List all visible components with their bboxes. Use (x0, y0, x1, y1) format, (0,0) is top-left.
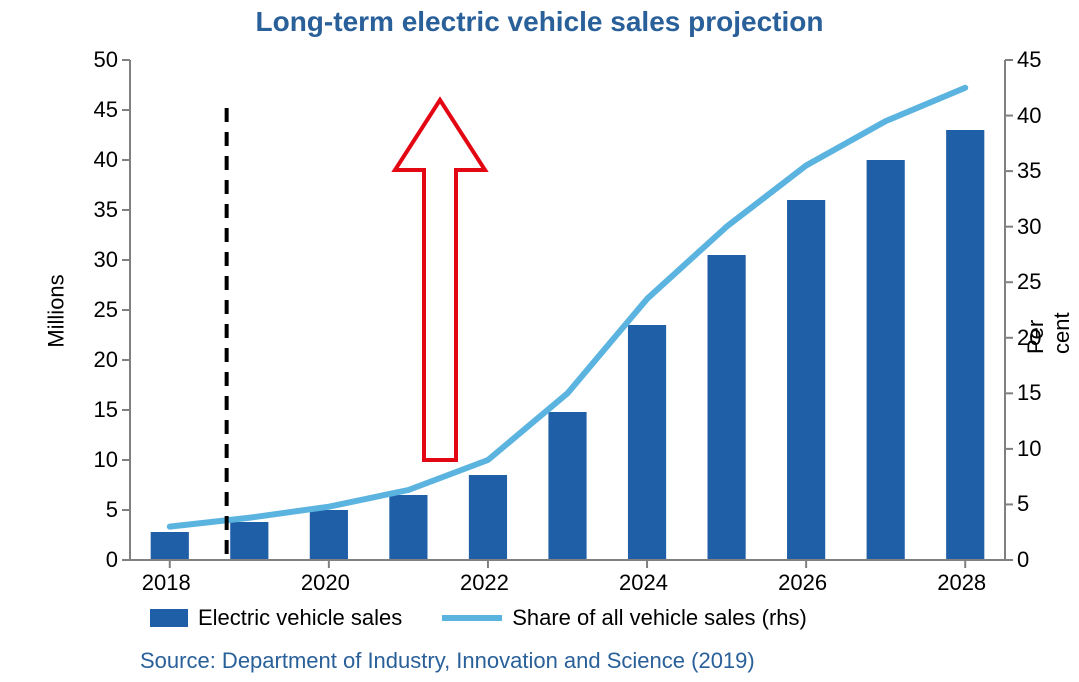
y-left-tick: 30 (94, 247, 118, 273)
bar (469, 475, 507, 560)
y-left-tick: 15 (94, 397, 118, 423)
y-left-tick: 0 (106, 547, 118, 573)
y-left-tick: 40 (94, 147, 118, 173)
y-left-tick: 20 (94, 347, 118, 373)
bar (151, 532, 189, 560)
y-axis-left-label: Millions (44, 274, 70, 347)
legend: Electric vehicle sales Share of all vehi… (150, 605, 807, 631)
x-tick: 2018 (142, 570, 191, 596)
bar (867, 160, 905, 560)
legend-swatch-bar (150, 609, 188, 627)
x-tick: 2020 (301, 570, 350, 596)
legend-label-line: Share of all vehicle sales (rhs) (512, 605, 807, 631)
y-right-tick: 35 (1017, 158, 1041, 184)
y-right-tick: 5 (1017, 491, 1029, 517)
y-right-tick: 30 (1017, 214, 1041, 240)
bar (946, 130, 984, 560)
y-left-tick: 5 (106, 497, 118, 523)
legend-item-bar: Electric vehicle sales (150, 605, 402, 631)
y-right-tick: 40 (1017, 103, 1041, 129)
up-arrow-annotation (395, 100, 485, 460)
y-right-tick: 10 (1017, 436, 1041, 462)
bar (389, 495, 427, 560)
chart-container: Long-term electric vehicle sales project… (0, 0, 1079, 682)
y-right-tick: 15 (1017, 380, 1041, 406)
legend-swatch-line (442, 615, 502, 621)
legend-item-line: Share of all vehicle sales (rhs) (442, 605, 807, 631)
y-left-tick: 45 (94, 97, 118, 123)
y-right-tick: 20 (1017, 325, 1041, 351)
y-left-tick: 10 (94, 447, 118, 473)
bar (548, 412, 586, 560)
legend-label-bar: Electric vehicle sales (198, 605, 402, 631)
y-right-tick: 45 (1017, 47, 1041, 73)
bar (230, 522, 268, 560)
y-right-tick: 0 (1017, 547, 1029, 573)
x-tick: 2028 (937, 570, 986, 596)
bar (708, 255, 746, 560)
bar (628, 325, 666, 560)
x-tick: 2024 (619, 570, 668, 596)
y-right-tick: 25 (1017, 269, 1041, 295)
bar (787, 200, 825, 560)
source-text: Source: Department of Industry, Innovati… (140, 648, 755, 674)
y-left-tick: 50 (94, 47, 118, 73)
y-left-tick: 25 (94, 297, 118, 323)
y-left-tick: 35 (94, 197, 118, 223)
bar (310, 510, 348, 560)
x-tick: 2026 (778, 570, 827, 596)
x-tick: 2022 (460, 570, 509, 596)
